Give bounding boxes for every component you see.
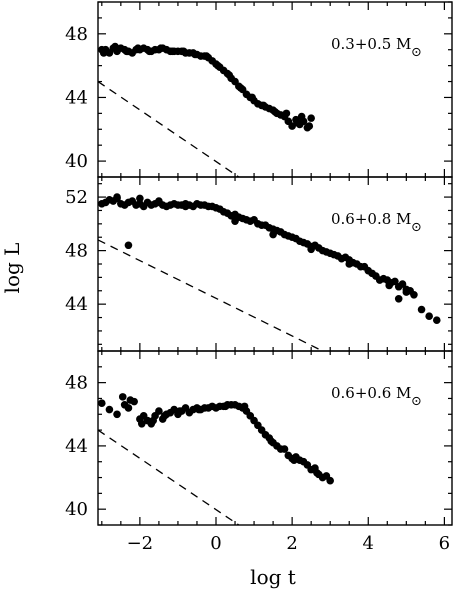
data-point [269,230,277,239]
solar-symbol-icon [412,396,421,406]
data-point [136,194,144,203]
y-axis-title: log L [0,243,24,294]
y-tick-label: 44 [65,294,88,315]
dashed-reference-line [98,81,240,177]
data-point [248,93,256,102]
data-point [98,399,106,408]
data-point [225,71,234,79]
data-point [391,277,399,286]
data-point [280,445,289,453]
data-point [113,410,121,419]
y-tick-label: 44 [65,436,88,457]
data-point [307,114,315,122]
data-point [305,122,314,130]
x-tick-label: −2 [127,533,154,554]
data-point [313,469,321,477]
data-point [179,47,188,56]
data-point [297,112,306,121]
data-point [137,419,146,428]
data-point [126,396,135,404]
data-point [155,407,163,415]
panel-1: 40 44 48 0.3+0.5 M [65,1,453,178]
panel-mass-label: 0.3+0.5 M [331,35,411,53]
data-point [425,312,433,321]
data-point [181,199,190,208]
scatter-series [98,42,315,132]
y-tick-label: 48 [65,24,88,45]
data-point [149,416,157,425]
data-point [120,400,129,409]
panel-mass-unit: M [396,35,411,53]
data-point [410,290,418,299]
data-point [155,197,163,205]
data-point [432,316,441,325]
y-tick-label: 52 [65,187,88,208]
data-point [122,47,131,56]
data-point [145,47,154,56]
y-tick-label: 40 [65,151,88,172]
data-point [202,52,211,60]
data-point [105,405,114,414]
solar-symbol-icon [412,222,421,232]
solar-symbol-icon [412,47,421,57]
data-point [294,119,302,127]
data-point [288,122,296,130]
x-tick-label: 0 [210,533,221,554]
data-point [240,402,249,411]
panel-mass-label: 0.6+0.6 M [331,384,411,402]
data-point [157,44,165,52]
x-tick-label: 6 [439,533,450,554]
x-axis-title: log t [250,565,296,589]
scatter-series [98,393,334,485]
data-point [267,437,275,445]
dashed-reference-line [98,429,240,525]
dashed-reference-line [98,239,323,351]
data-point [214,61,222,70]
data-point [345,260,354,268]
data-point [398,280,407,288]
data-point [394,295,403,303]
data-point [385,281,393,290]
data-point [326,476,334,485]
panels: 40 44 48 0.3+0.5 M 44 48 52 0.6+0.8 M 40 44 48 −2 0 2… [65,1,453,554]
data-point [124,241,133,250]
data-point [176,407,184,415]
data-point [417,305,426,314]
panel-3: 40 44 48 −2 0 2 4 6 0.6+0.6 M [65,350,453,554]
data-point [307,245,315,254]
data-point [111,42,119,51]
data-point [134,44,142,52]
y-tick-label: 48 [65,241,88,262]
panel-frame [97,350,453,526]
panel-mass-unit: M [396,210,411,228]
data-point [160,412,169,420]
data-point [118,393,127,401]
data-point [191,50,199,59]
panel-frame [97,1,453,178]
data-point [221,402,230,411]
data-point [259,101,268,110]
data-point [271,107,279,116]
y-tick-label: 44 [65,87,88,108]
panel-mass-label: 0.6+0.8 M [331,210,411,228]
data-point [113,193,121,201]
panel-2: 44 48 52 0.6+0.8 M [65,176,453,352]
x-tick-label: 2 [286,533,297,554]
data-point [290,456,298,464]
data-point [195,405,203,414]
x-tick-label: 4 [363,533,374,554]
y-tick-label: 48 [65,373,88,394]
scatter-series [98,193,441,325]
data-point [236,84,245,92]
data-point [402,288,411,296]
data-point [99,49,108,57]
y-tick-label: 40 [65,499,88,520]
data-point [231,217,239,225]
panel-mass-unit: M [396,384,411,402]
data-point [168,47,177,56]
data-point [282,109,291,118]
